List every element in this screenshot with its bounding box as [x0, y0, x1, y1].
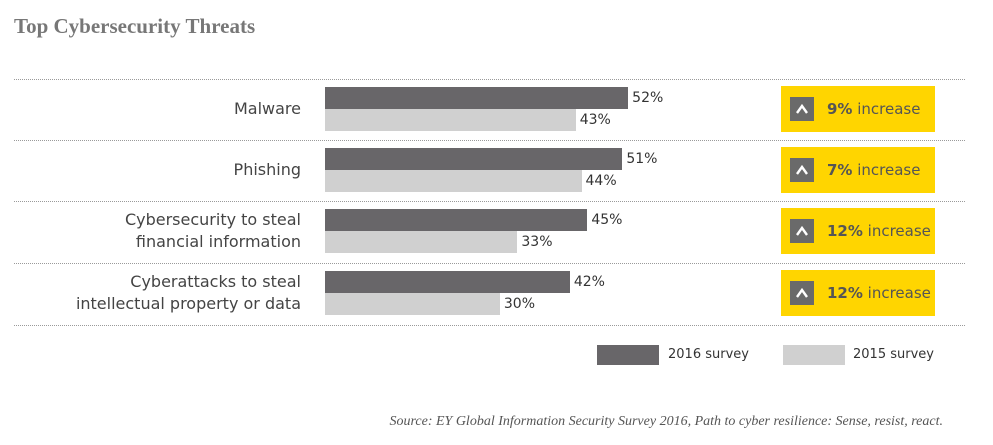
value-label: 43%	[579, 112, 611, 128]
chevron-up-icon	[790, 281, 814, 305]
chevron-up-icon	[790, 97, 814, 121]
increase-badge: 12% increase	[781, 208, 935, 254]
value-label: 42%	[573, 274, 605, 290]
bar-2015	[325, 231, 518, 253]
legend-swatch-2015	[783, 345, 845, 365]
value-label: 30%	[503, 296, 536, 312]
increase-text: 12% increase	[827, 222, 931, 240]
category-label: Phishing	[233, 160, 301, 179]
increase-text: 9% increase	[827, 100, 921, 118]
value-label: 45%	[591, 212, 623, 228]
increase-badge: 12% increase	[781, 270, 935, 316]
legend-swatch-2016	[597, 345, 659, 365]
legend-label-2016: 2016 survey	[668, 347, 749, 362]
bar-2015	[325, 293, 500, 315]
category-label: Malware	[233, 99, 301, 118]
category-label: Cyberattacks to steal intellectual proper…	[75, 272, 301, 313]
value-label: 33%	[521, 234, 553, 250]
row-divider	[14, 201, 965, 202]
bar-2015	[325, 109, 576, 131]
chevron-up-icon	[790, 219, 814, 243]
bar-2016	[325, 87, 629, 109]
chevron-up-icon	[790, 158, 814, 182]
category-label: Cybersecurity to steal financial informat…	[124, 210, 301, 251]
row-divider	[14, 79, 965, 80]
value-label: 52%	[632, 90, 664, 106]
row-divider	[14, 325, 965, 326]
source-note: Source: EY Global Information Security S…	[389, 414, 943, 429]
bar-2016	[325, 271, 570, 293]
value-label: 44%	[585, 173, 617, 189]
bar-2016	[325, 209, 588, 231]
increase-text: 7% increase	[827, 161, 921, 179]
row-divider	[14, 263, 965, 264]
increase-badge: 9% increase	[781, 86, 935, 132]
increase-badge: 7% increase	[781, 147, 935, 193]
chart-title: Top Cybersecurity Threats	[14, 14, 256, 38]
row-divider	[14, 140, 965, 141]
bar-2016	[325, 148, 623, 170]
increase-text: 12% increase	[827, 284, 931, 302]
bar-2015	[325, 170, 582, 192]
value-label: 51%	[626, 151, 658, 167]
legend-label-2015: 2015 survey	[853, 347, 934, 362]
